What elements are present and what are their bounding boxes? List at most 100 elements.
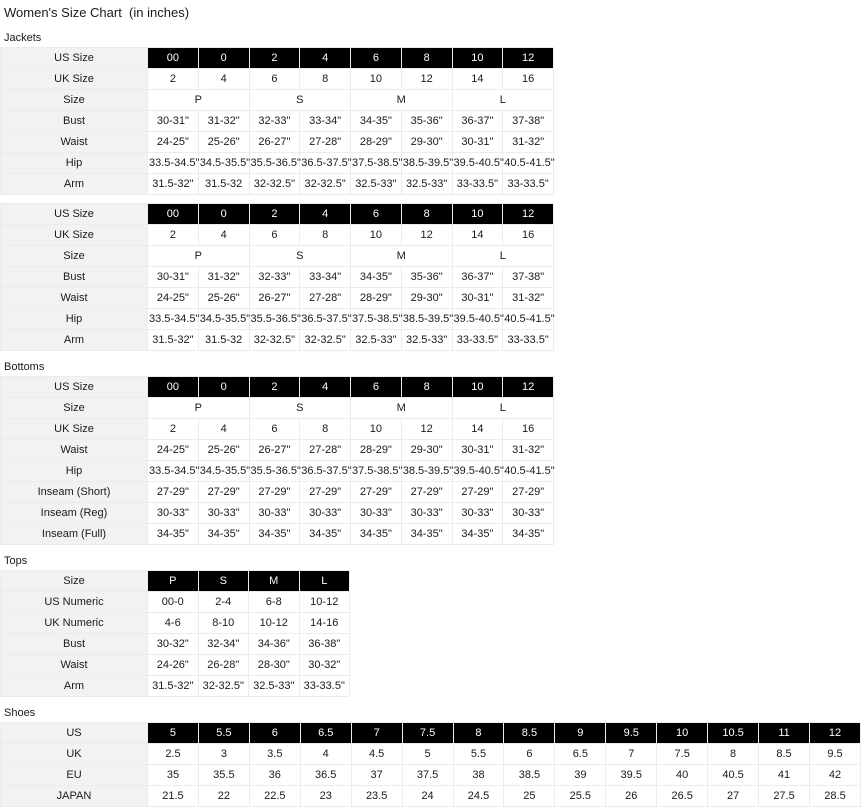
column-header-cell: 8 <box>400 203 453 225</box>
row-label: Waist <box>0 287 148 309</box>
data-cell: 14 <box>451 68 504 90</box>
merged-data-cell: L <box>451 89 554 111</box>
data-cell: 16 <box>502 68 554 90</box>
column-header-cell: 12 <box>502 47 554 69</box>
data-cell: 21.5 <box>147 785 199 807</box>
data-cell: 27.5 <box>758 785 810 807</box>
table-row: Bust 30-31" 31-32" 32-33" 33-34" 34-35" 35-36"… <box>0 266 554 288</box>
data-cell: 37-38" <box>502 266 554 288</box>
data-cell: 32.5-33" <box>248 675 300 697</box>
column-header-cell: 5 <box>147 722 199 744</box>
data-cell: 39.5 <box>605 764 658 786</box>
data-cell: 28-29" <box>350 131 402 153</box>
column-header-cell: 10 <box>656 722 709 744</box>
data-cell: 38.5-39.5" <box>400 460 453 482</box>
table-row: UK Size 2 4 6 8 10 12 14 16 <box>0 68 554 90</box>
column-header-cell: 0 <box>197 376 250 398</box>
table-row: Hip 33.5-34.5" 34.5-35.5" 35.5-36.5" 36.5-37… <box>0 152 555 174</box>
data-cell: 31.5-32" <box>147 173 199 195</box>
table-row: Arm 31.5-32" 32-32.5" 32.5-33" 33-33.5" <box>0 675 350 697</box>
table-row: Arm 31.5-32" 31.5-32 32-32.5" 32-32.5" 32.5-3… <box>0 329 554 351</box>
data-cell: 10-12 <box>248 612 300 634</box>
data-cell: 37.5-38.5" <box>350 152 402 174</box>
data-cell: 31-32" <box>502 131 554 153</box>
data-cell: 5.5 <box>452 743 505 765</box>
column-header-cell: 12 <box>808 722 861 744</box>
data-cell: 27-29" <box>451 481 504 503</box>
row-label: Size <box>0 245 148 267</box>
data-cell: 40.5 <box>707 764 760 786</box>
data-cell: 35.5 <box>197 764 250 786</box>
data-cell: 26-28" <box>197 654 249 676</box>
data-cell: 40 <box>656 764 709 786</box>
data-cell: 34-35" <box>197 523 250 545</box>
column-header-cell: P <box>147 570 199 592</box>
data-cell: 23.5 <box>350 785 403 807</box>
data-cell: 6.5 <box>554 743 607 765</box>
data-cell: 33.5-34.5" <box>147 152 199 174</box>
table-row: Waist 24-25" 25-26" 26-27" 27-28" 28-29" 29-30… <box>0 131 554 153</box>
data-cell: 14 <box>451 224 504 246</box>
data-cell: 36 <box>248 764 301 786</box>
data-cell: 4 <box>197 68 250 90</box>
data-cell: 31-32" <box>197 110 250 132</box>
table-row: Size P S M L <box>0 245 554 267</box>
table-row: Size P S M L <box>0 89 554 111</box>
data-cell: 12 <box>400 68 453 90</box>
table-row: Inseam (Reg) 30-33" 30-33" 30-33" 30-33" 30-3… <box>0 502 554 524</box>
table-header-row: US Size 00 0 2 4 6 8 10 12 <box>0 203 554 225</box>
data-cell: 10 <box>350 418 402 440</box>
row-header-label: US Size <box>0 47 148 69</box>
data-cell: 34-35" <box>248 523 301 545</box>
row-label: Hip <box>0 308 148 330</box>
data-cell: 34-35" <box>451 523 504 545</box>
data-cell: 32.5-33" <box>350 329 402 351</box>
table-row: Bust 30-32" 32-34" 34-36" 36-38" <box>0 633 350 655</box>
data-cell: 27-29" <box>197 481 250 503</box>
data-cell: 33-34" <box>299 110 351 132</box>
data-cell: 27-28" <box>299 287 351 309</box>
section-label: Tops <box>4 555 28 567</box>
data-cell: 36.5-37.5" <box>299 308 352 330</box>
data-cell: 30-33" <box>502 502 554 524</box>
data-cell: 7.5 <box>656 743 709 765</box>
data-cell: 38.5 <box>503 764 556 786</box>
data-cell: 2-4 <box>197 591 249 613</box>
row-label: Waist <box>0 439 148 461</box>
data-cell: 29-30" <box>400 439 453 461</box>
data-cell: 31.5-32" <box>147 329 199 351</box>
row-label: Size <box>0 397 148 419</box>
data-cell: 36-37" <box>451 266 504 288</box>
data-cell: 14 <box>451 418 504 440</box>
row-label: UK Size <box>0 68 148 90</box>
column-header-cell: 11 <box>758 722 810 744</box>
row-label: Hip <box>0 152 148 174</box>
data-cell: 12 <box>400 224 453 246</box>
table-row: Waist 24-26" 26-28" 28-30" 30-32" <box>0 654 350 676</box>
data-cell: 34-35" <box>502 523 554 545</box>
row-header-label: US <box>0 722 148 744</box>
row-label: Arm <box>0 173 148 195</box>
table-row: Size P S M L <box>0 397 554 419</box>
table-row: JAPAN 21.5 22 22.5 23 23.5 24 24.5 25 25.5 26 26.5 2… <box>0 785 861 807</box>
column-header-cell: 0 <box>197 47 250 69</box>
data-cell: 28.5 <box>808 785 861 807</box>
data-cell: 34.5-35.5" <box>197 460 250 482</box>
data-cell: 32-32.5" <box>299 173 351 195</box>
data-cell: 39.5-40.5" <box>451 308 504 330</box>
table-row: Hip 33.5-34.5" 34.5-35.5" 35.5-36.5" 36.5-37… <box>0 308 555 330</box>
row-header-label: Size <box>0 570 148 592</box>
data-cell: 28-29" <box>350 439 402 461</box>
column-header-cell: 2 <box>248 376 301 398</box>
data-cell: 6-8 <box>248 591 300 613</box>
table-row: EU 35 35.5 36 36.5 37 37.5 38 38.5 39 39.5 40 40.5 41… <box>0 764 861 786</box>
data-cell: 8.5 <box>758 743 810 765</box>
data-cell: 35.5-36.5" <box>248 460 301 482</box>
data-cell: 33-33.5" <box>451 329 504 351</box>
data-cell: 40.5-41.5" <box>502 308 555 330</box>
data-cell: 25-26" <box>197 131 250 153</box>
row-label: Hip <box>0 460 148 482</box>
section-label: Bottoms <box>4 361 45 373</box>
data-cell: 24-26" <box>147 654 199 676</box>
data-cell: 34-35" <box>350 110 402 132</box>
